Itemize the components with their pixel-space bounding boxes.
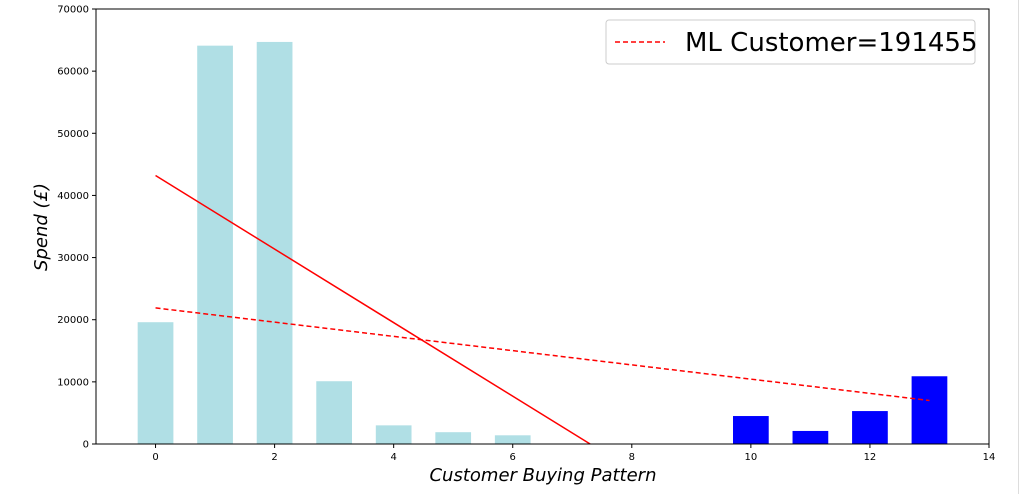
legend: ML Customer=191455 <box>605 19 978 65</box>
x-tick-label: 12 <box>864 452 877 463</box>
plot-area <box>96 9 989 444</box>
y-tick-label: 70000 <box>57 5 89 16</box>
bar <box>733 416 769 444</box>
solid-trend-line <box>155 174 591 445</box>
legend-box <box>605 19 976 65</box>
y-tick-label: 40000 <box>57 191 89 202</box>
bar <box>852 411 888 444</box>
y-tick-label: 50000 <box>57 129 89 140</box>
bar <box>375 425 412 444</box>
dashed-trend-line <box>155 307 930 402</box>
axes-frame <box>95 8 990 445</box>
bar <box>435 432 472 444</box>
bar <box>911 376 948 444</box>
bar <box>494 435 531 444</box>
x-tick-label: 8 <box>629 452 635 463</box>
bar <box>197 45 233 445</box>
bar <box>137 322 174 444</box>
x-tick-label: 6 <box>510 452 516 463</box>
y-tick-label: 10000 <box>57 377 89 388</box>
y-tick-label: 60000 <box>57 67 89 78</box>
y-tick-label: 30000 <box>57 253 89 264</box>
x-tick-label: 10 <box>744 452 757 463</box>
x-axis-label: Customer Buying Pattern <box>429 465 656 486</box>
y-tick-label: 0 <box>83 440 89 451</box>
x-tick-label: 0 <box>152 452 158 463</box>
x-tick-label: 4 <box>390 452 396 463</box>
bar <box>316 381 352 444</box>
x-tick-label: 14 <box>983 452 996 463</box>
y-axis-label: Spend (£) <box>31 183 52 271</box>
legend-label: ML Customer=191455 <box>685 28 978 58</box>
bar <box>792 430 829 444</box>
x-tick-label: 2 <box>271 452 277 463</box>
y-tick-label: 20000 <box>57 315 89 326</box>
bar <box>256 41 293 444</box>
